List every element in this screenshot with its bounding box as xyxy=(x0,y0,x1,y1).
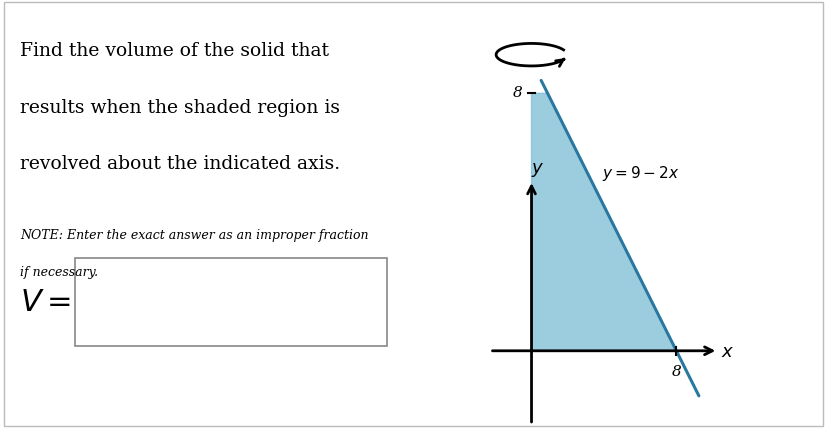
Text: $x$: $x$ xyxy=(721,343,734,361)
Text: 8: 8 xyxy=(672,365,681,379)
FancyBboxPatch shape xyxy=(75,258,387,346)
Text: NOTE: Enter the exact answer as an improper fraction: NOTE: Enter the exact answer as an impro… xyxy=(21,229,369,242)
Text: results when the shaded region is: results when the shaded region is xyxy=(21,99,341,117)
Text: $y = 9 - 2x$: $y = 9 - 2x$ xyxy=(602,164,680,183)
Text: 8: 8 xyxy=(513,86,523,100)
Text: if necessary.: if necessary. xyxy=(21,266,98,279)
Polygon shape xyxy=(532,93,676,351)
Text: $y$: $y$ xyxy=(531,160,544,178)
Text: Find the volume of the solid that: Find the volume of the solid that xyxy=(21,42,329,60)
Text: revolved about the indicated axis.: revolved about the indicated axis. xyxy=(21,155,341,173)
Text: $V =$: $V =$ xyxy=(21,287,72,318)
